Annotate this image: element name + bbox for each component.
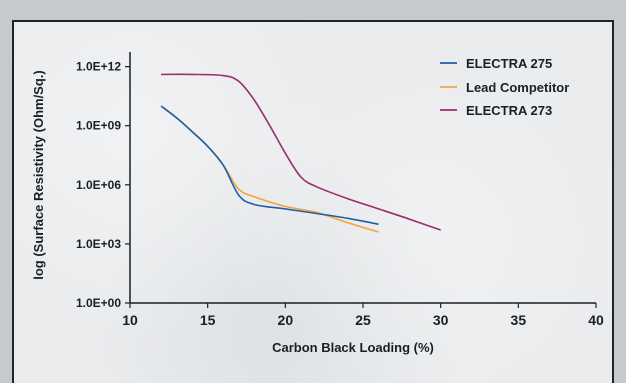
legend-label-electra-273: ELECTRA 273 (466, 103, 552, 118)
y-tick-label: 1.0E+06 (76, 178, 121, 192)
y-tick-group: 1.0E+00 1.0E+03 1.0E+06 1.0E+09 1.0E+12 (76, 60, 130, 310)
y-tick-label: 1.0E+03 (76, 237, 121, 251)
y-tick-label: 1.0E+09 (76, 119, 121, 133)
x-tick-label: 35 (511, 312, 527, 328)
series-line-electra-273 (161, 73, 441, 231)
legend: ELECTRA 275 Lead Competitor ELECTRA 273 (440, 56, 569, 118)
series-lines (160, 73, 441, 233)
x-axis-title: Carbon Black Loading (%) (272, 340, 434, 355)
x-tick-label: 15 (200, 312, 216, 328)
x-tick-label: 30 (433, 312, 449, 328)
chart-panel (12, 20, 614, 383)
legend-label-lead-competitor: Lead Competitor (466, 80, 569, 95)
x-tick-group: 10 15 20 25 30 35 40 (122, 303, 604, 328)
series-line-electra-275 (160, 105, 379, 225)
legend-label-electra-275: ELECTRA 275 (466, 56, 552, 71)
x-tick-label: 25 (355, 312, 371, 328)
y-axis-title: log (Surface Resistivity (Ohm/Sq.) (31, 70, 46, 280)
x-tick-label: 40 (588, 312, 604, 328)
y-tick-label: 1.0E+00 (76, 296, 121, 310)
y-tick-label: 1.0E+12 (76, 60, 121, 74)
x-tick-label: 20 (278, 312, 294, 328)
x-tick-label: 10 (122, 312, 138, 328)
